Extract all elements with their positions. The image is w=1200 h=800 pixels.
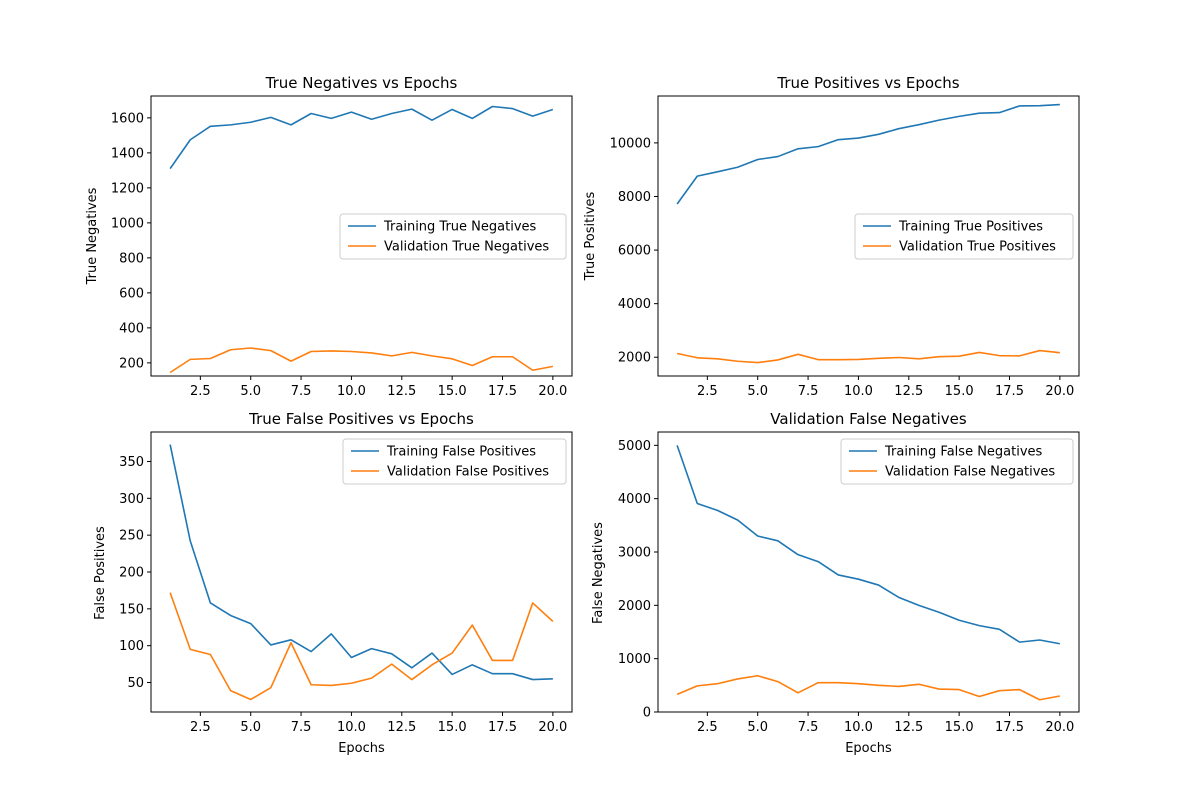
y-tick-label: 1000 <box>618 652 651 667</box>
x-tick-label: 10.0 <box>337 384 366 399</box>
series-line-training <box>676 445 1061 645</box>
x-tick-label: 10.0 <box>844 720 873 735</box>
x-tick-label: 20.0 <box>1045 720 1074 735</box>
x-tick-label: 2.5 <box>190 384 211 399</box>
y-tick-label: 4000 <box>618 297 651 312</box>
subplot-title: True False Positives vs Epochs <box>248 410 474 428</box>
series-line-training <box>169 105 554 170</box>
y-tick-label: 1000 <box>111 216 144 231</box>
legend-label: Training True Negatives <box>383 220 537 235</box>
x-tick-label: 17.5 <box>488 720 517 735</box>
x-tick-label: 2.5 <box>697 384 718 399</box>
y-tick-label: 1600 <box>111 111 144 126</box>
legend-label: Validation True Positives <box>899 240 1056 255</box>
x-tick-label: 15.0 <box>945 720 974 735</box>
y-tick-label: 1200 <box>111 181 144 196</box>
x-axis-label: Epochs <box>845 741 892 756</box>
x-tick-label: 5.0 <box>747 384 768 399</box>
y-tick-label: 2000 <box>618 351 651 366</box>
legend-box <box>840 438 1074 485</box>
axes-frame <box>657 431 1080 713</box>
y-tick-label: 6000 <box>618 244 651 259</box>
y-tick-label: 8000 <box>618 190 651 205</box>
series-line-validation <box>676 674 1061 701</box>
legend-box <box>342 438 567 485</box>
y-tick-label: 5000 <box>618 439 651 454</box>
x-tick-label: 17.5 <box>995 720 1024 735</box>
y-tick-label: 400 <box>119 321 144 336</box>
x-tick-label: 7.5 <box>798 384 819 399</box>
series-line-validation <box>169 347 554 374</box>
legend-box <box>339 213 567 260</box>
y-tick-label: 3000 <box>618 546 651 561</box>
x-tick-label: 15.0 <box>945 384 974 399</box>
y-tick-label: 250 <box>119 529 144 544</box>
x-tick-label: 12.5 <box>387 720 416 735</box>
y-tick-label: 0 <box>643 706 651 721</box>
y-tick-label: 800 <box>119 251 144 266</box>
y-tick-label: 150 <box>119 602 144 617</box>
axes-frame <box>150 95 573 377</box>
series-line-validation <box>169 592 554 701</box>
y-tick-label: 600 <box>119 286 144 301</box>
y-tick-label: 300 <box>119 492 144 507</box>
subplot-title: True Positives vs Epochs <box>776 74 959 92</box>
y-tick-label: 1400 <box>111 146 144 161</box>
x-tick-label: 7.5 <box>798 720 819 735</box>
x-tick-label: 20.0 <box>538 384 567 399</box>
legend-label: Training True Positives <box>898 220 1043 235</box>
y-tick-label: 10000 <box>610 136 651 151</box>
y-tick-label: 200 <box>119 356 144 371</box>
subplot-true-positives: True Positives vs Epochs True Positives … <box>583 74 1080 399</box>
x-tick-label: 10.0 <box>337 720 366 735</box>
x-tick-label: 7.5 <box>291 384 312 399</box>
subplot-false-negatives: Validation False Negatives False Negativ… <box>591 410 1080 756</box>
x-tick-label: 7.5 <box>291 720 312 735</box>
legend-label: Validation True Negatives <box>384 240 549 255</box>
subplot-true-negatives: True Negatives vs Epochs True Negatives … <box>85 74 573 399</box>
legend-label: Training False Positives <box>386 445 536 460</box>
y-axis-label: True Positives <box>583 191 598 281</box>
x-tick-label: 12.5 <box>387 384 416 399</box>
y-axis-label: True Negatives <box>85 187 100 285</box>
x-tick-label: 5.0 <box>240 720 261 735</box>
legend-box <box>854 213 1074 260</box>
y-tick-label: 100 <box>119 639 144 654</box>
x-tick-label: 12.5 <box>894 384 923 399</box>
x-tick-label: 15.0 <box>438 720 467 735</box>
y-tick-label: 2000 <box>618 599 651 614</box>
x-tick-label: 5.0 <box>240 384 261 399</box>
x-tick-label: 12.5 <box>894 720 923 735</box>
x-tick-label: 15.0 <box>438 384 467 399</box>
x-tick-label: 17.5 <box>995 384 1024 399</box>
series-line-training <box>169 444 553 681</box>
x-tick-label: 20.0 <box>538 720 567 735</box>
y-tick-label: 200 <box>119 566 144 581</box>
y-tick-label: 4000 <box>618 492 651 507</box>
axes-frame <box>657 95 1080 377</box>
subplot-title: Validation False Negatives <box>770 410 967 428</box>
legend-label: Validation False Positives <box>387 465 549 480</box>
x-axis-label: Epochs <box>338 741 385 756</box>
x-tick-label: 5.0 <box>747 720 768 735</box>
series-line-validation <box>676 349 1060 364</box>
y-axis-label: False Negatives <box>591 522 606 624</box>
subplot-title: True Negatives vs Epochs <box>265 74 458 92</box>
legend-label: Training False Negatives <box>884 445 1043 460</box>
x-tick-label: 10.0 <box>844 384 873 399</box>
series-line-training <box>676 103 1060 205</box>
y-axis-label: False Positives <box>93 526 108 620</box>
axes-frame <box>150 431 573 713</box>
y-tick-label: 350 <box>119 455 144 470</box>
y-tick-label: 50 <box>127 676 144 691</box>
x-tick-label: 17.5 <box>488 384 517 399</box>
legend-label: Validation False Negatives <box>885 465 1055 480</box>
subplot-false-positives: True False Positives vs Epochs False Pos… <box>93 410 573 756</box>
x-tick-label: 2.5 <box>190 720 211 735</box>
x-tick-label: 20.0 <box>1045 384 1074 399</box>
x-tick-label: 2.5 <box>697 720 718 735</box>
